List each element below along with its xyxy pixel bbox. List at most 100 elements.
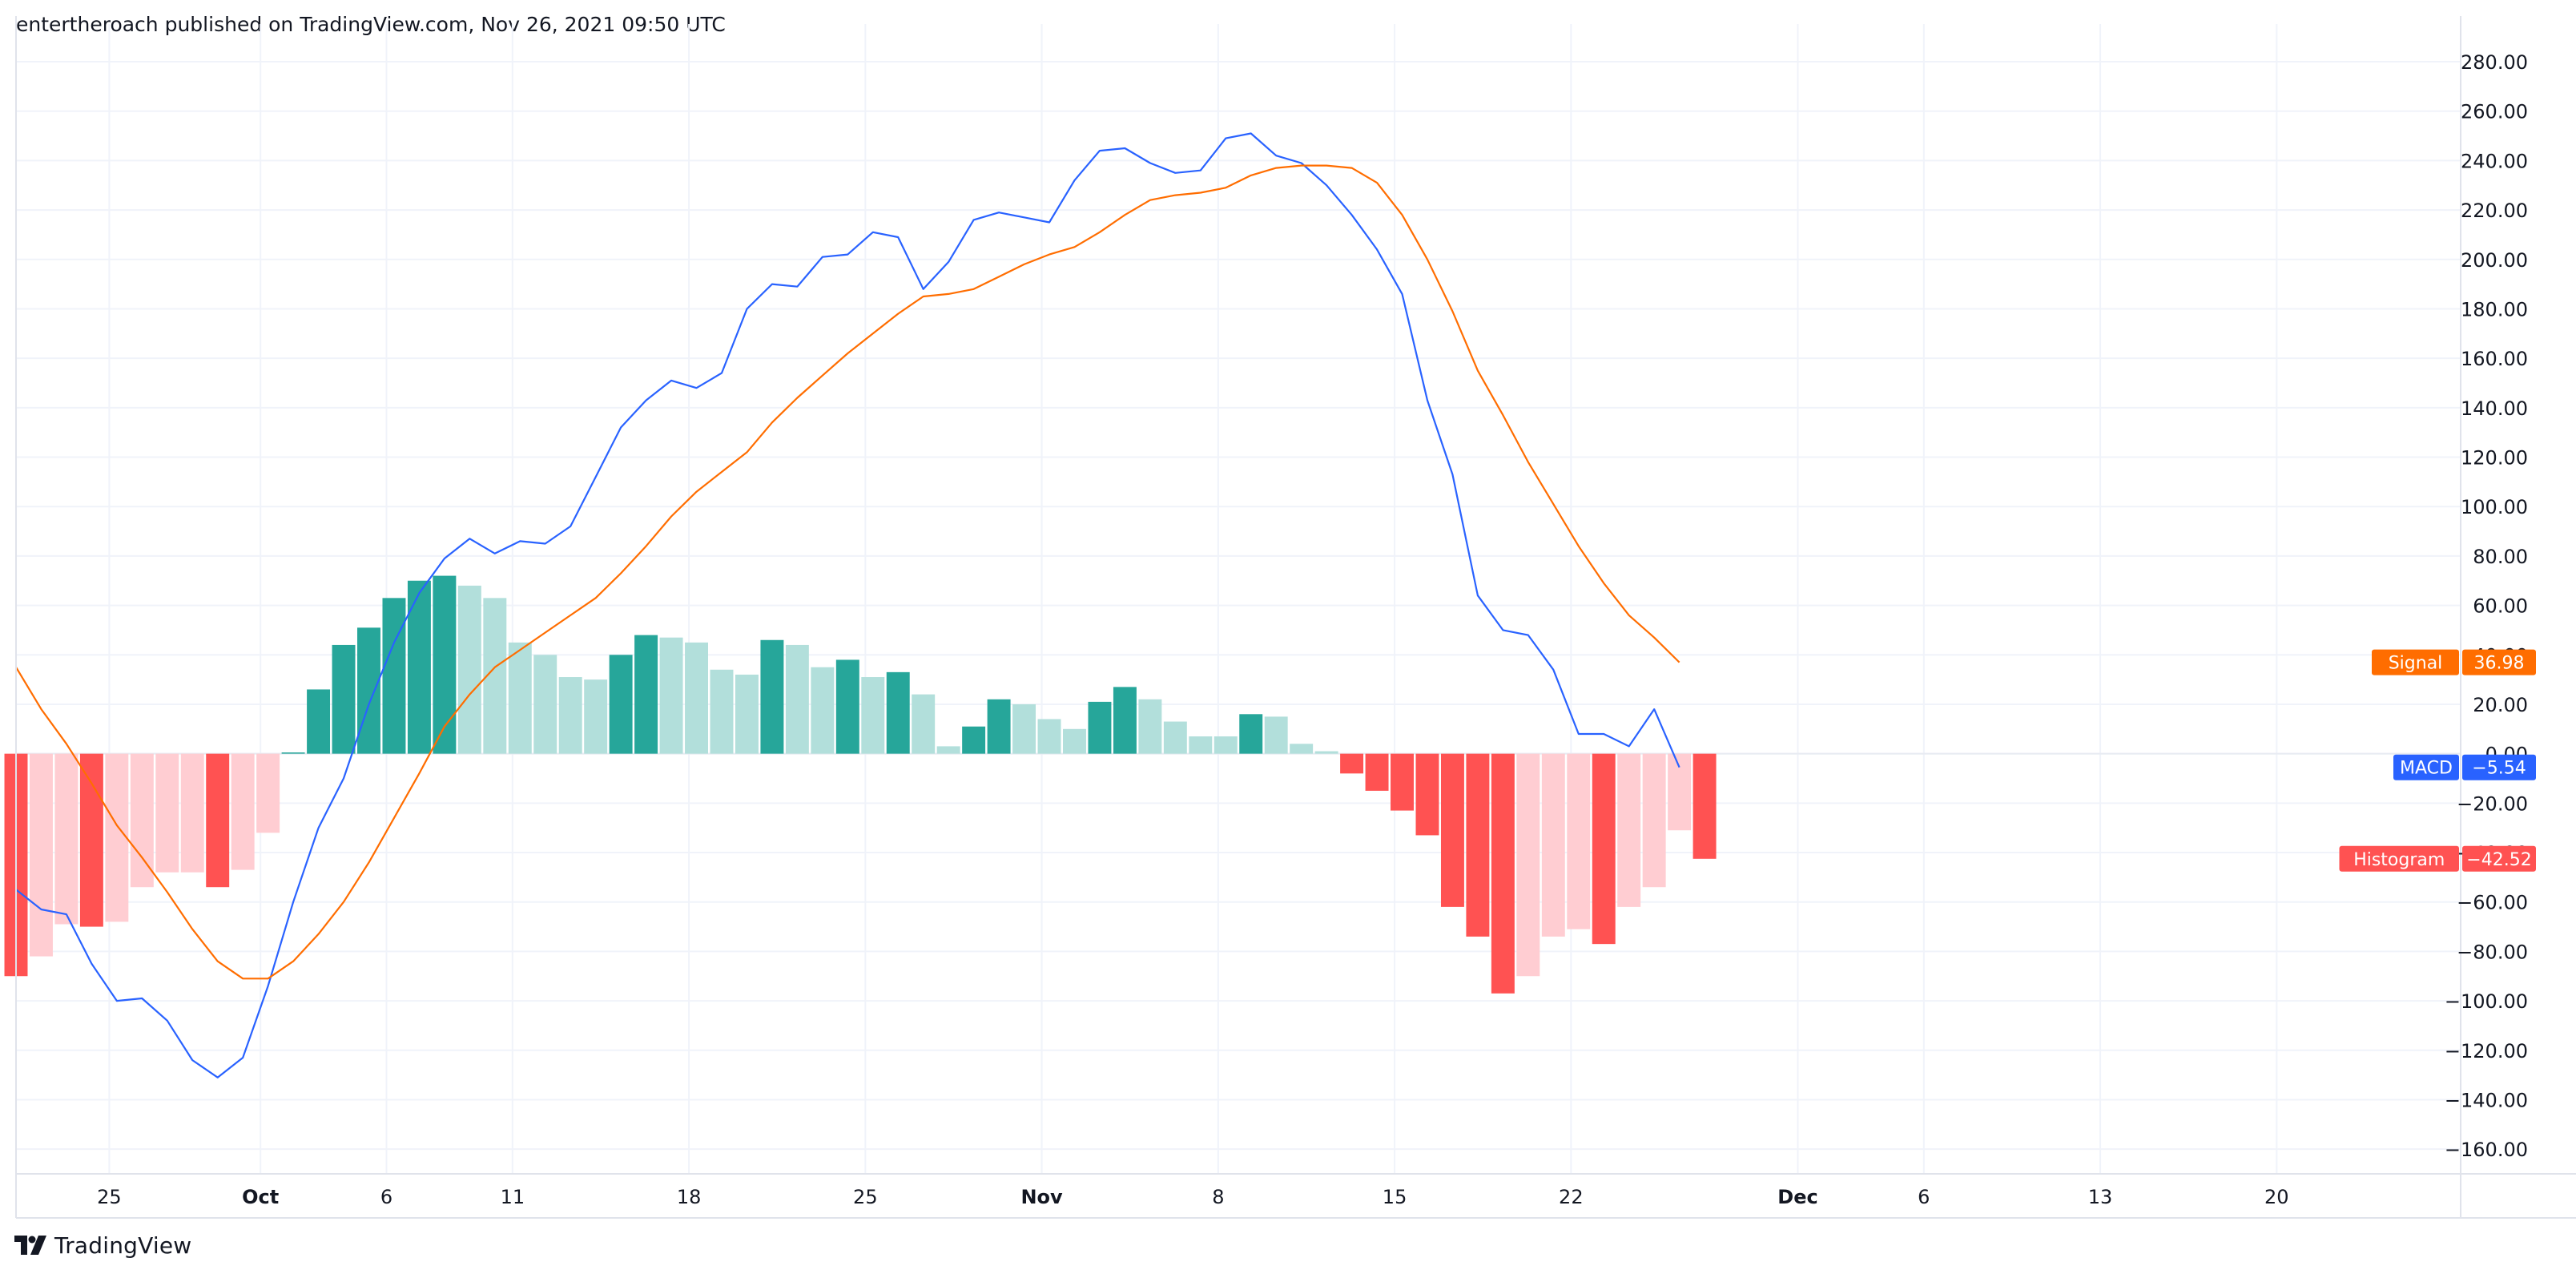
histogram-bar (609, 655, 633, 754)
histogram-bar (1491, 753, 1515, 994)
y-tick-label: 100.00 (2461, 496, 2528, 518)
time-axis[interactable]: 25 Oct 6 11 18 25 Nov 8 15 22 Dec 6 13 20 (97, 1186, 2288, 1208)
value-badge-bg (2462, 649, 2536, 675)
histogram-bar (1138, 699, 1162, 754)
histogram-bar (180, 753, 204, 873)
histogram-bar (1239, 714, 1263, 754)
y-tick-label: 200.00 (2461, 249, 2528, 272)
x-tick-label: 25 (97, 1186, 122, 1208)
y-tick-label: −60.00 (2457, 892, 2528, 914)
value-badge-bg (2462, 845, 2536, 872)
histogram-bar (987, 699, 1011, 754)
histogram-bar (861, 677, 885, 754)
histogram-bar (457, 585, 481, 754)
y-tick-label: 80.00 (2473, 546, 2528, 568)
x-tick-label: 11 (501, 1186, 525, 1208)
series-label-bg (2372, 649, 2459, 675)
value-badge-text: −42.52 (2466, 850, 2531, 870)
histogram-bar (1264, 716, 1288, 754)
y-tick-label: 220.00 (2461, 200, 2528, 222)
y-tick-label: 180.00 (2461, 298, 2528, 321)
histogram-bar (1592, 753, 1616, 945)
histogram-bar (685, 642, 708, 754)
value-badge-bg (2462, 754, 2536, 780)
publication-attribution: entertheroach published on TradingView.c… (16, 13, 726, 36)
histogram-bar (105, 753, 129, 922)
histogram-bar (307, 689, 331, 754)
series-label-text: Signal (2389, 654, 2443, 674)
histogram-bar (558, 677, 582, 754)
y-tick-label: 240.00 (2461, 150, 2528, 172)
histogram-bar (79, 753, 103, 927)
histogram-bar (155, 753, 179, 873)
histogram-bar (231, 753, 255, 870)
histogram-bar (533, 655, 557, 754)
y-tick-label: 280.00 (2461, 51, 2528, 74)
macd-last-value-badge: −5.54 MACD (2393, 754, 2536, 780)
y-tick-label: −20.00 (2457, 792, 2528, 815)
signal-last-value-badge: 36.98 Signal (2372, 649, 2536, 675)
x-tick-label: 8 (1212, 1186, 1224, 1208)
histogram-bar (936, 746, 960, 754)
y-tick-label: −160.00 (2445, 1139, 2528, 1161)
grid (16, 24, 2461, 1174)
histogram-bar (206, 753, 230, 888)
x-tick-label: 20 (2264, 1186, 2289, 1208)
series-label-bg (2339, 845, 2459, 872)
histogram-bar (1466, 753, 1490, 937)
histogram-bar (1391, 753, 1414, 811)
histogram-bar (1063, 728, 1086, 754)
histogram-bar (785, 644, 809, 754)
histogram-bar (1567, 753, 1591, 929)
histogram-bar (1314, 751, 1338, 754)
x-tick-label: 25 (853, 1186, 878, 1208)
histogram-bar (1617, 753, 1641, 907)
histogram-bar (130, 753, 154, 888)
series-label-text: Histogram (2353, 850, 2445, 870)
y-tick-label: 140.00 (2461, 397, 2528, 420)
histogram-bar (962, 726, 986, 754)
histogram-bar (281, 752, 305, 754)
histogram-bar (1415, 753, 1439, 836)
histogram-bar (1189, 736, 1213, 754)
histogram-bar (735, 674, 759, 754)
histogram-series (4, 575, 1717, 994)
series-label-bg (2393, 754, 2459, 780)
y-tick-label: −80.00 (2457, 941, 2528, 963)
histogram-bar (1642, 753, 1666, 888)
histogram-bar (710, 669, 734, 754)
histogram-bar (1214, 736, 1238, 754)
histogram-bar (1440, 753, 1464, 907)
signal-line (15, 164, 1680, 980)
y-tick-label: −120.00 (2445, 1040, 2528, 1062)
histogram-bar (760, 639, 784, 754)
histogram-bar (29, 753, 53, 957)
value-badge-text: 36.98 (2474, 654, 2525, 674)
y-tick-label: −100.00 (2445, 990, 2528, 1013)
x-tick-label: 18 (677, 1186, 702, 1208)
histogram-bar (886, 671, 910, 754)
tradingview-logo-icon (14, 1236, 46, 1255)
histogram-bar (1541, 753, 1565, 937)
line-series (15, 132, 1680, 1078)
series-label-text: MACD (2400, 759, 2453, 779)
histogram-bar (433, 575, 457, 754)
histogram-bar (634, 635, 658, 754)
price-axis[interactable]: 280.00 260.00 240.00 220.00 200.00 180.00 160.… (2445, 51, 2528, 1161)
last-value-badges: 36.98 Signal −5.54 MACD −42.52 Histogram (2339, 649, 2536, 872)
x-tick-label: 6 (1918, 1186, 1930, 1208)
y-tick-label: 120.00 (2461, 447, 2528, 470)
histogram-bar (54, 753, 78, 925)
brand-name: TradingView (54, 1232, 192, 1259)
histogram-bar (357, 627, 380, 754)
y-tick-label: −140.00 (2445, 1089, 2528, 1111)
histogram-bar (835, 659, 859, 754)
histogram-bar (1340, 753, 1364, 774)
histogram-bar (332, 644, 356, 754)
y-tick-label: 20.00 (2473, 694, 2528, 716)
tradingview-brand[interactable]: TradingView (14, 1229, 191, 1261)
histogram-bar (912, 694, 936, 754)
histogram-bar (1163, 721, 1187, 754)
x-tick-label: 6 (380, 1186, 392, 1208)
